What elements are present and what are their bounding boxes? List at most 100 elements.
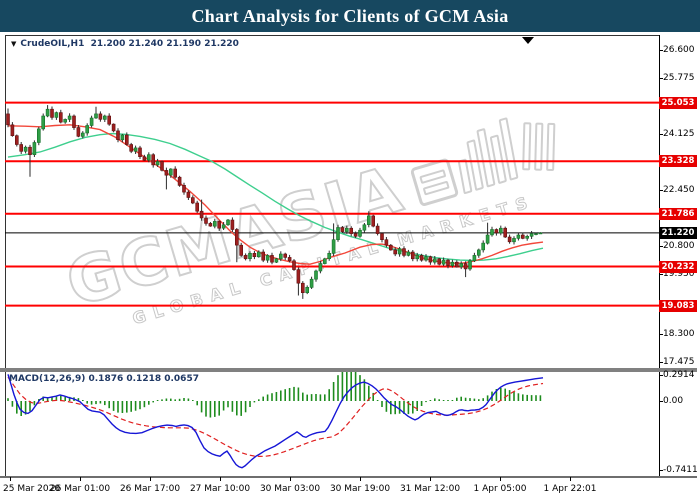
bottom-axis-line bbox=[0, 476, 697, 478]
symbol-ohlc-text: CrudeOIL,H1 21.200 21.240 21.190 21.220 bbox=[20, 39, 239, 49]
time-label: 1 Apr 05:00 bbox=[473, 484, 527, 494]
candle-up bbox=[529, 233, 534, 237]
time-tick bbox=[10, 477, 11, 481]
candle-up bbox=[450, 261, 455, 266]
candle-down bbox=[287, 257, 292, 262]
candle-up bbox=[155, 161, 160, 166]
candle-up bbox=[498, 227, 503, 234]
price-level-badge[interactable]: 21.786 bbox=[659, 207, 697, 220]
candle-down bbox=[261, 251, 266, 261]
ma-green-line bbox=[7, 132, 544, 262]
macd-tick bbox=[659, 375, 663, 376]
candle-up bbox=[472, 255, 477, 262]
candle-down bbox=[129, 144, 133, 152]
price-level-badge[interactable]: 25.053 bbox=[659, 96, 697, 109]
candle-down bbox=[371, 215, 376, 227]
candle-down bbox=[252, 253, 257, 258]
candle-up bbox=[221, 224, 226, 229]
candle-down bbox=[270, 255, 274, 263]
price-label: 18.300 bbox=[663, 329, 695, 339]
price-level-badge[interactable]: 23.328 bbox=[659, 155, 697, 168]
candle-up bbox=[85, 125, 89, 134]
price-label: 25.775 bbox=[663, 73, 695, 83]
candle-down bbox=[454, 261, 459, 268]
candle-up bbox=[336, 227, 340, 240]
panel-separator[interactable] bbox=[0, 368, 697, 372]
main-chart-canvas[interactable] bbox=[5, 35, 660, 368]
candle-up bbox=[45, 108, 50, 117]
price-level-badge[interactable]: 19.083 bbox=[659, 299, 697, 312]
candle-up bbox=[314, 270, 318, 280]
macd-panel-canvas[interactable] bbox=[5, 372, 660, 476]
candle-up bbox=[424, 256, 428, 261]
candle-down bbox=[204, 217, 208, 224]
candle-down bbox=[349, 227, 354, 234]
candle-up bbox=[54, 112, 59, 118]
candle-up bbox=[169, 168, 173, 176]
candle-up bbox=[318, 263, 323, 272]
candle-down bbox=[177, 176, 182, 186]
time-tick bbox=[430, 477, 431, 481]
candle-down bbox=[292, 260, 296, 270]
price-level-badge[interactable]: 20.232 bbox=[659, 260, 697, 273]
candle-down bbox=[384, 239, 389, 246]
candle-up bbox=[67, 115, 72, 120]
candle-up bbox=[362, 224, 367, 231]
candle-down bbox=[107, 115, 111, 125]
price-label: 20.800 bbox=[663, 241, 695, 251]
candle-down bbox=[15, 135, 19, 145]
candle-down bbox=[19, 144, 23, 152]
price-label: 22.450 bbox=[663, 185, 695, 195]
price-axis-line bbox=[659, 35, 660, 476]
candle-down bbox=[402, 248, 406, 256]
candle-up bbox=[490, 229, 494, 236]
time-label: 31 Mar 12:00 bbox=[399, 484, 461, 494]
candle-down bbox=[340, 227, 345, 232]
candle-down bbox=[300, 282, 305, 293]
candle-up bbox=[525, 236, 530, 239]
time-tick bbox=[150, 477, 151, 481]
candle-up bbox=[226, 219, 230, 226]
candle-down bbox=[182, 185, 186, 193]
candle-down bbox=[195, 202, 199, 212]
candle-down bbox=[72, 115, 76, 128]
candle-down bbox=[111, 123, 116, 132]
candle-down bbox=[235, 229, 239, 246]
candle-up bbox=[265, 255, 270, 261]
price-level-badge[interactable]: 21.220 bbox=[659, 226, 697, 239]
candle-down bbox=[230, 219, 235, 230]
candle-down bbox=[428, 256, 433, 263]
candle-down bbox=[419, 255, 424, 261]
candle-up bbox=[103, 115, 107, 120]
candle-down bbox=[243, 255, 248, 260]
candle-up bbox=[485, 234, 490, 244]
candle-up bbox=[133, 147, 138, 152]
title-bar: Chart Analysis for Clients of GCM Asia bbox=[0, 0, 700, 32]
macd-indicator-label: MACD(12,26,9) 0.1876 0.1218 0.0657 bbox=[9, 374, 199, 384]
price-tick bbox=[659, 190, 663, 191]
window-title: Chart Analysis for Clients of GCM Asia bbox=[191, 5, 509, 26]
candle-up bbox=[257, 251, 261, 258]
chart-shift-marker-icon[interactable] bbox=[522, 37, 534, 44]
price-tick bbox=[659, 274, 663, 275]
chevron-down-icon[interactable]: ▼ bbox=[11, 40, 17, 48]
time-tick bbox=[80, 477, 81, 481]
candle-up bbox=[534, 233, 538, 235]
candle-up bbox=[459, 263, 464, 268]
candle-down bbox=[173, 168, 177, 178]
candle-up bbox=[278, 253, 283, 260]
candle-up bbox=[476, 249, 481, 256]
ma-red-line bbox=[7, 124, 544, 265]
time-label: 26 Mar 01:00 bbox=[49, 484, 111, 494]
candle-up bbox=[89, 117, 94, 126]
candle-up bbox=[331, 239, 336, 254]
candle-down bbox=[116, 130, 120, 141]
candle-up bbox=[322, 258, 327, 264]
candle-down bbox=[380, 233, 384, 241]
price-label: 24.125 bbox=[663, 129, 695, 139]
symbol-header[interactable]: ▼ CrudeOIL,H1 21.200 21.240 21.190 21.220 bbox=[11, 39, 239, 49]
candle-up bbox=[358, 229, 362, 237]
price-tick bbox=[659, 78, 663, 79]
candle-up bbox=[481, 242, 486, 251]
candle-down bbox=[353, 233, 358, 237]
